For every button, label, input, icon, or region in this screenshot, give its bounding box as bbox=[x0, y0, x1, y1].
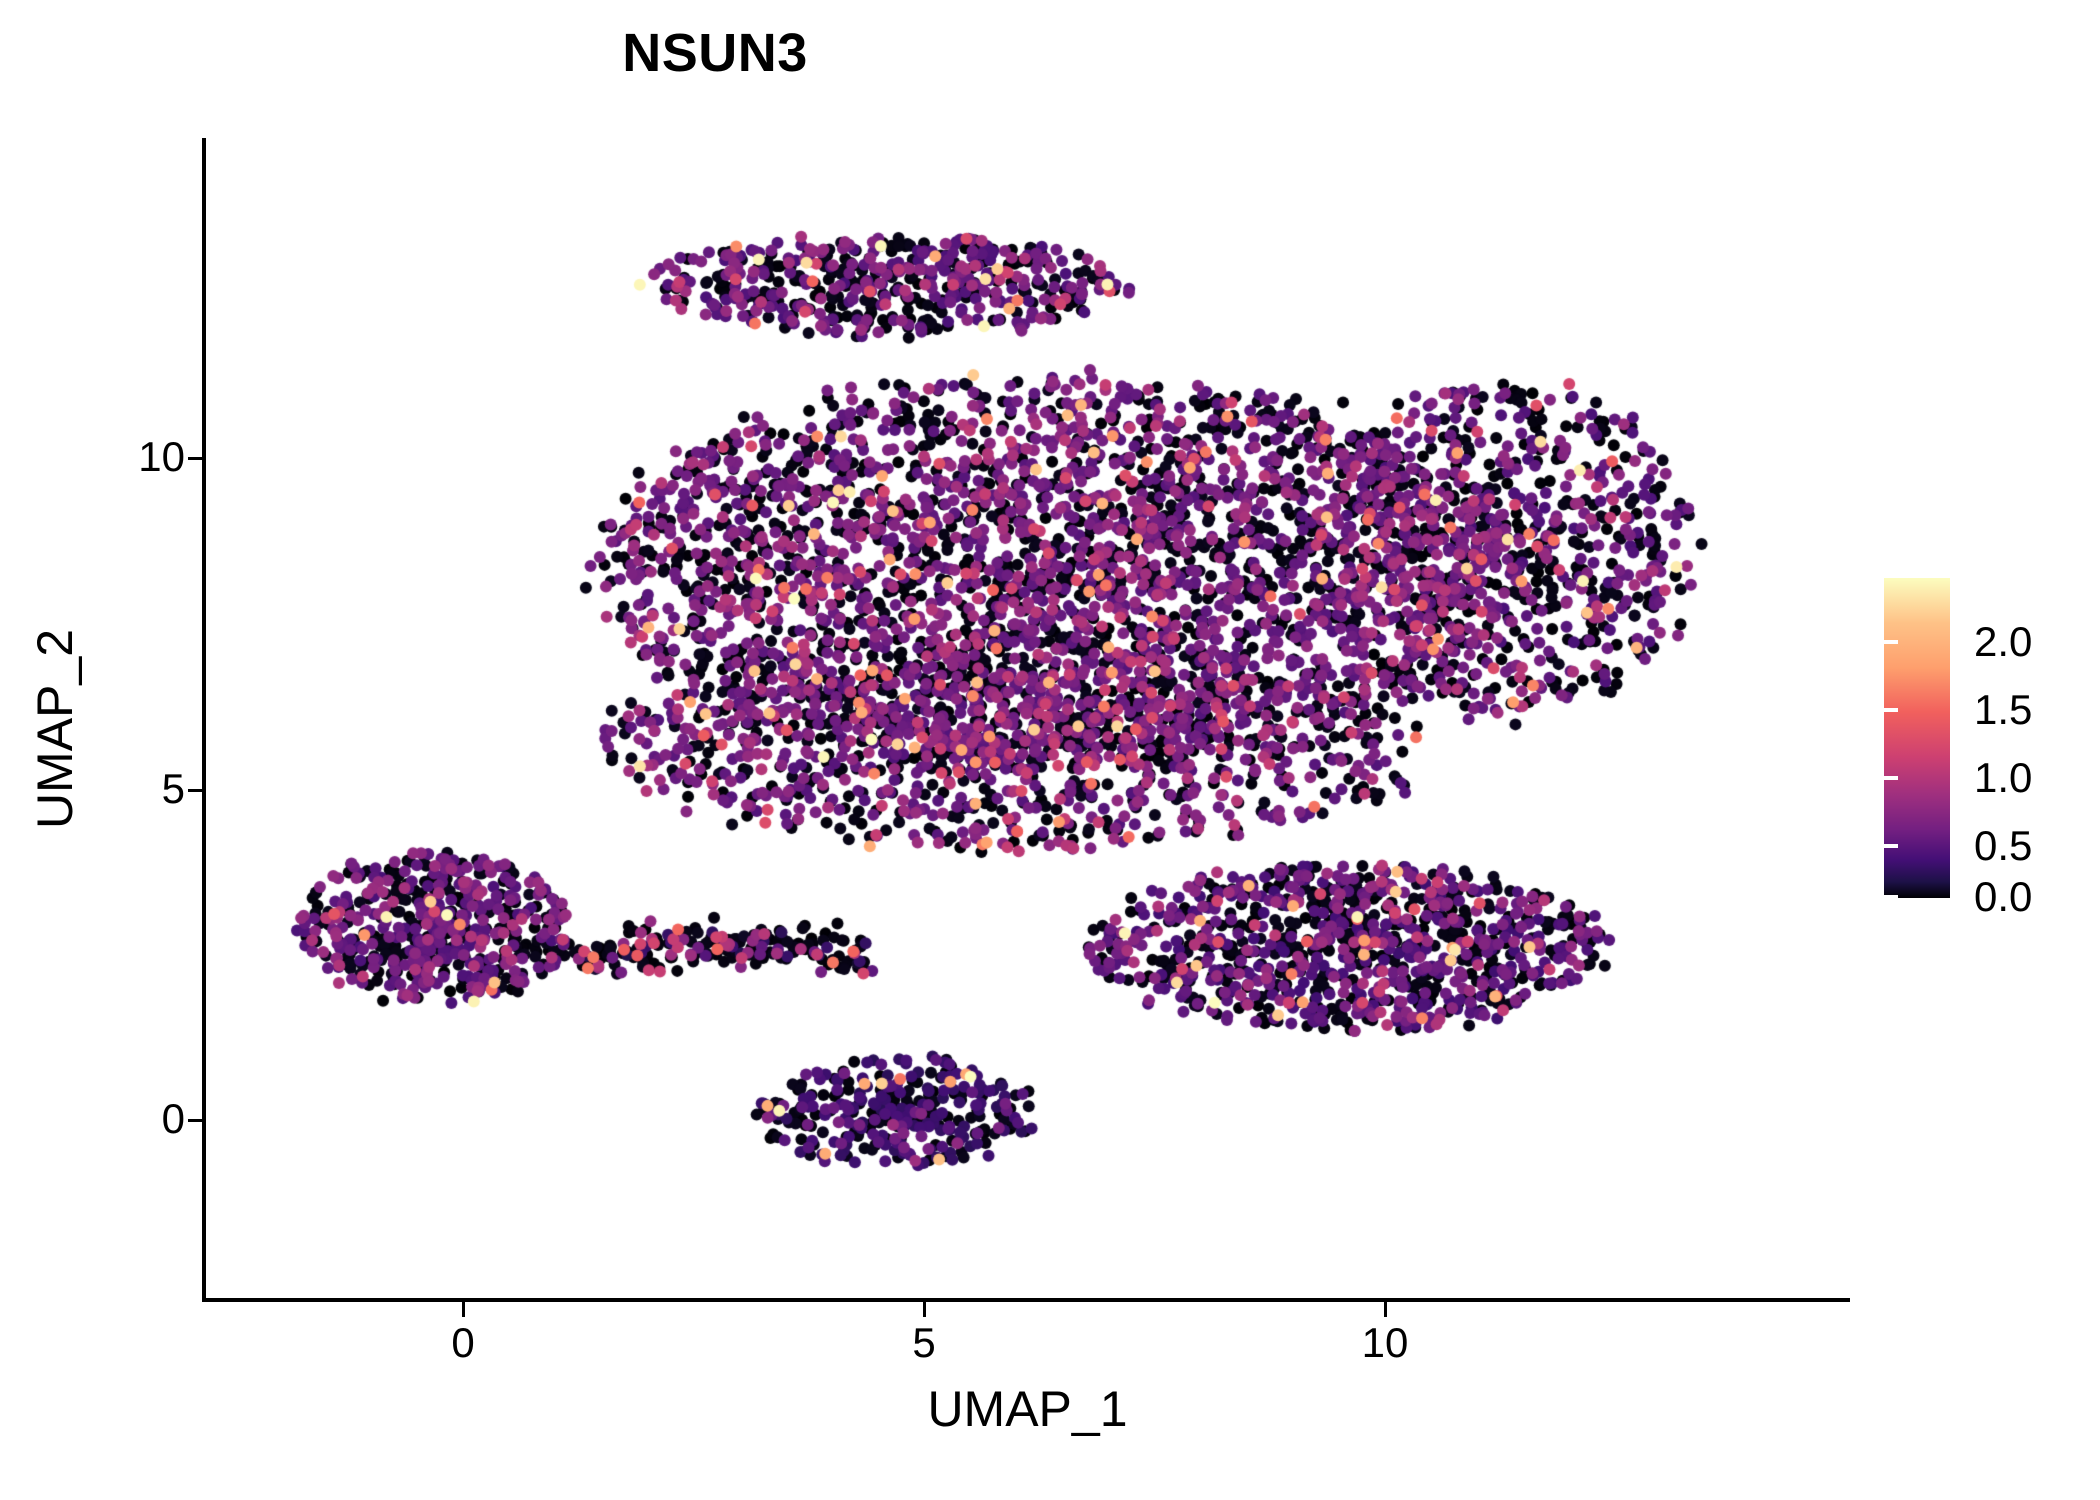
x-tick-label-10: 10 bbox=[1361, 1319, 1409, 1366]
colorbar-gradient bbox=[1884, 578, 1950, 898]
colorbar-tick-1.5-left bbox=[1884, 708, 1898, 712]
y-tick-label-0: 0 bbox=[161, 1095, 185, 1142]
y-tick-mark-0 bbox=[188, 1119, 203, 1122]
scatter-plot-canvas bbox=[205, 140, 1850, 1300]
colorbar-tick-1.0-left bbox=[1884, 776, 1898, 780]
colorbar-tick-2.0-left bbox=[1884, 640, 1898, 644]
y-axis-title: UMAP_2 bbox=[27, 628, 83, 830]
y-axis-line bbox=[202, 138, 206, 1302]
x-axis-line bbox=[202, 1298, 1850, 1302]
y-tick-mark-5 bbox=[188, 789, 203, 792]
colorbar-tick-1.0-right bbox=[2070, 776, 2084, 780]
plot-panel bbox=[205, 140, 1850, 1300]
colorbar-tick-1.5-right bbox=[2070, 708, 2084, 712]
colorbar-tick-0.5-left bbox=[1884, 844, 1898, 848]
x-tick-mark-10 bbox=[1384, 1302, 1387, 1317]
colorbar-tick-0.5-right bbox=[2070, 844, 2084, 848]
colorbar-legend: 2.0 1.5 1.0 0.5 0.0 bbox=[1884, 578, 2084, 918]
colorbar-label-2.0: 2.0 bbox=[1974, 618, 2033, 665]
colorbar-tick-2.0-right bbox=[2070, 640, 2084, 644]
colorbar-label-1.0: 1.0 bbox=[1974, 754, 2033, 801]
x-tick-label-5: 5 bbox=[912, 1319, 936, 1366]
y-tick-label-10: 10 bbox=[138, 433, 185, 480]
x-axis-title: UMAP_1 bbox=[927, 1381, 1128, 1437]
colorbar-label-0.5: 0.5 bbox=[1974, 822, 2033, 869]
colorbar-tick-0.0-left bbox=[1884, 895, 1898, 899]
x-tick-label-0: 0 bbox=[451, 1319, 475, 1366]
colorbar-label-0.0: 0.0 bbox=[1974, 873, 2033, 920]
y-tick-label-5: 5 bbox=[161, 765, 185, 812]
y-tick-mark-10 bbox=[188, 457, 203, 460]
colorbar-label-1.5: 1.5 bbox=[1974, 686, 2033, 733]
x-tick-mark-0 bbox=[462, 1302, 465, 1317]
x-tick-mark-5 bbox=[923, 1302, 926, 1317]
page-title: NSUN3 bbox=[622, 23, 808, 83]
colorbar-tick-0.0-right bbox=[2070, 895, 2084, 899]
